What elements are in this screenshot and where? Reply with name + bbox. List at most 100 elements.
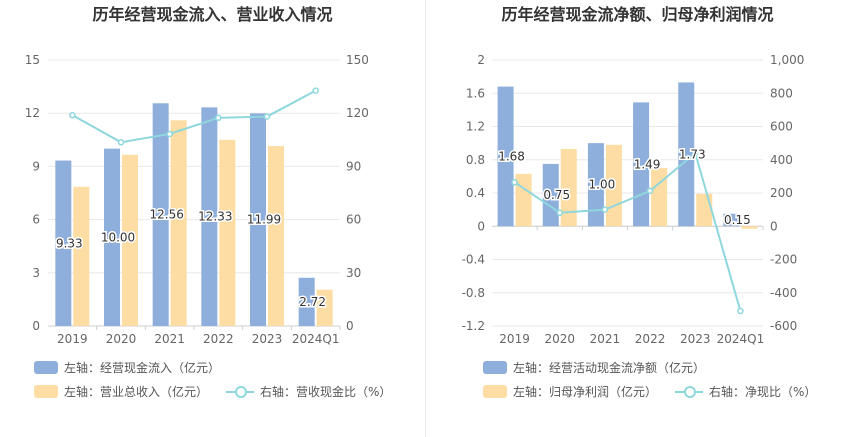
right-axis-tick-label: 200 [770, 186, 793, 200]
ratio-point [312, 87, 319, 94]
right-axis-tick-label: 400 [770, 153, 793, 167]
ratio-point [511, 178, 518, 186]
legend-swatch [34, 360, 58, 374]
bar-secondary [515, 173, 532, 227]
ratio-line [514, 151, 742, 312]
legend-item-revenue[interactable]: 左轴：营业总收入（亿元） [34, 383, 208, 400]
legend-label: 左轴：归母净利润（亿元） [513, 384, 658, 399]
legend-label: 左轴：经营活动现金流净额（亿元） [513, 360, 706, 375]
bar-secondary [316, 289, 333, 326]
data-label: 2.72 [299, 295, 326, 309]
ratio-point [601, 206, 609, 213]
ratio-point [69, 111, 76, 119]
bar-primary [298, 277, 315, 326]
chart-panel-netcash-profit: 历年经营现金流净额、归母净利润情况 -1.2 -0.8 -0.4 0 0.4 0.8 1.2… [425, 0, 850, 437]
ratio-point [117, 139, 125, 146]
right-axis-tick-label: 600 [770, 120, 793, 134]
chart-title: 历年经营现金流入、营业收入情况 [92, 5, 333, 24]
bar-primary [250, 113, 266, 326]
bar-secondary [560, 148, 577, 227]
legend-label: 左轴：营业总收入（亿元） [64, 384, 209, 399]
data-label: 11.99 [247, 213, 281, 227]
bar-primary [152, 103, 169, 326]
bar-secondary [73, 186, 90, 326]
x-axis-tick-label: 2023 [252, 332, 283, 346]
legend-label: 左轴：经营现金流入（亿元） [64, 360, 221, 375]
legend-item-net-profit[interactable]: 左轴：归母净利润（亿元） [483, 383, 657, 400]
right-axis-tick-label: -600 [770, 319, 797, 333]
legend-swatch [483, 360, 507, 374]
legend-label: 右轴：营收现金比（%） [260, 384, 392, 399]
bar-secondary [605, 144, 622, 227]
ratio-point [263, 113, 271, 120]
right-axis-tick-label: 1,000 [770, 53, 804, 67]
right-axis-tick-label: 800 [770, 86, 793, 100]
x-axis-tick-label: 2021 [154, 332, 185, 346]
bar-primary [104, 148, 120, 326]
left-axis-tick-label: 6 [32, 213, 40, 227]
ratio-point [646, 187, 654, 195]
panel-divider [425, 0, 426, 437]
x-axis-tick-label: 2019 [57, 332, 88, 346]
left-axis-tick-label: 0 [477, 219, 485, 233]
data-label: 9.33 [56, 236, 83, 250]
x-axis-tick-label: 2024Q1 [717, 332, 765, 346]
x-axis-tick-label: 2020 [106, 332, 137, 346]
legend-item-cash-revenue-ratio[interactable]: 右轴：营收现金比（%） [226, 383, 391, 400]
bar-primary [678, 82, 695, 227]
right-axis-tick-label: 30 [346, 266, 361, 280]
x-axis-tick-label: 2023 [680, 332, 711, 346]
right-axis-tick-label: 150 [346, 53, 369, 67]
bar-primary [497, 86, 514, 227]
bar-primary [55, 160, 72, 326]
bar-primary [723, 213, 740, 227]
right-axis-tick-label: 90 [346, 159, 361, 173]
chart-panel-cashflow-revenue: 历年经营现金流入、营业收入情况 0 3 6 9 12 15 0 30 60 90 120 150 201… [25, 5, 392, 400]
right-axis-tick-label: 0 [346, 319, 354, 333]
legend-swatch [483, 384, 507, 398]
data-label: 1.73 [679, 147, 706, 161]
ratio-point [737, 307, 744, 315]
data-label: 0.75 [543, 188, 570, 202]
bar-secondary [651, 168, 668, 227]
legend-label: 右轴：净现比（%） [709, 384, 817, 399]
left-axis-tick-label: 9 [32, 159, 40, 173]
left-axis-tick-label: -0.8 [462, 286, 485, 300]
x-axis-tick-label: 2022 [635, 332, 666, 346]
left-axis-tick-label: -1.2 [462, 319, 485, 333]
legend-swatch [34, 384, 58, 398]
left-axis-tick-label: 2 [477, 53, 485, 67]
right-axis-tick-label: -200 [770, 253, 797, 267]
data-label: 12.33 [198, 210, 232, 224]
ratio-point [166, 130, 173, 138]
left-axis-tick-label: 0.4 [466, 186, 485, 200]
right-axis-tick-label: 0 [770, 219, 778, 233]
right-axis-tick-label: 60 [346, 213, 361, 227]
ratio-point [692, 149, 699, 157]
data-label: 1.68 [498, 149, 525, 163]
legend-item-net-operating-cashflow[interactable]: 左轴：经营活动现金流净额（亿元） [483, 359, 705, 376]
data-label: 12.56 [149, 208, 183, 222]
bar-primary [542, 163, 559, 227]
bar-secondary [122, 154, 138, 326]
left-axis-tick-label: 0.8 [466, 153, 485, 167]
left-axis-tick-label: -0.4 [462, 253, 485, 267]
x-axis-tick-label: 2024Q1 [292, 332, 340, 346]
bar-secondary [219, 139, 236, 326]
ratio-point [556, 209, 563, 217]
bar-primary [201, 107, 218, 327]
data-label: 1.49 [634, 157, 661, 171]
bar-secondary [268, 146, 284, 326]
chart-title: 历年经营现金流净额、归母净利润情况 [501, 5, 774, 24]
left-axis-tick-label: 12 [25, 106, 40, 120]
legend-line-swatch [675, 385, 704, 398]
ratio-point [215, 114, 222, 122]
bar-secondary [696, 193, 713, 227]
left-axis-tick-label: 3 [32, 266, 40, 280]
data-label: 1.00 [589, 178, 616, 192]
legend-item-net-cash-ratio[interactable]: 右轴：净现比（%） [675, 383, 816, 400]
legend-item-cash-inflow[interactable]: 左轴：经营现金流入（亿元） [34, 359, 220, 376]
x-axis-tick-label: 2022 [203, 332, 234, 346]
legend-line-swatch [226, 385, 255, 398]
x-axis-tick-label: 2019 [499, 332, 530, 346]
